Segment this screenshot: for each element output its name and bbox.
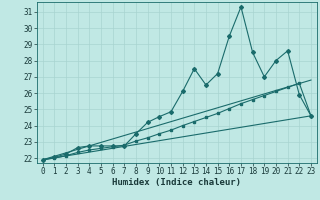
- X-axis label: Humidex (Indice chaleur): Humidex (Indice chaleur): [112, 178, 241, 187]
